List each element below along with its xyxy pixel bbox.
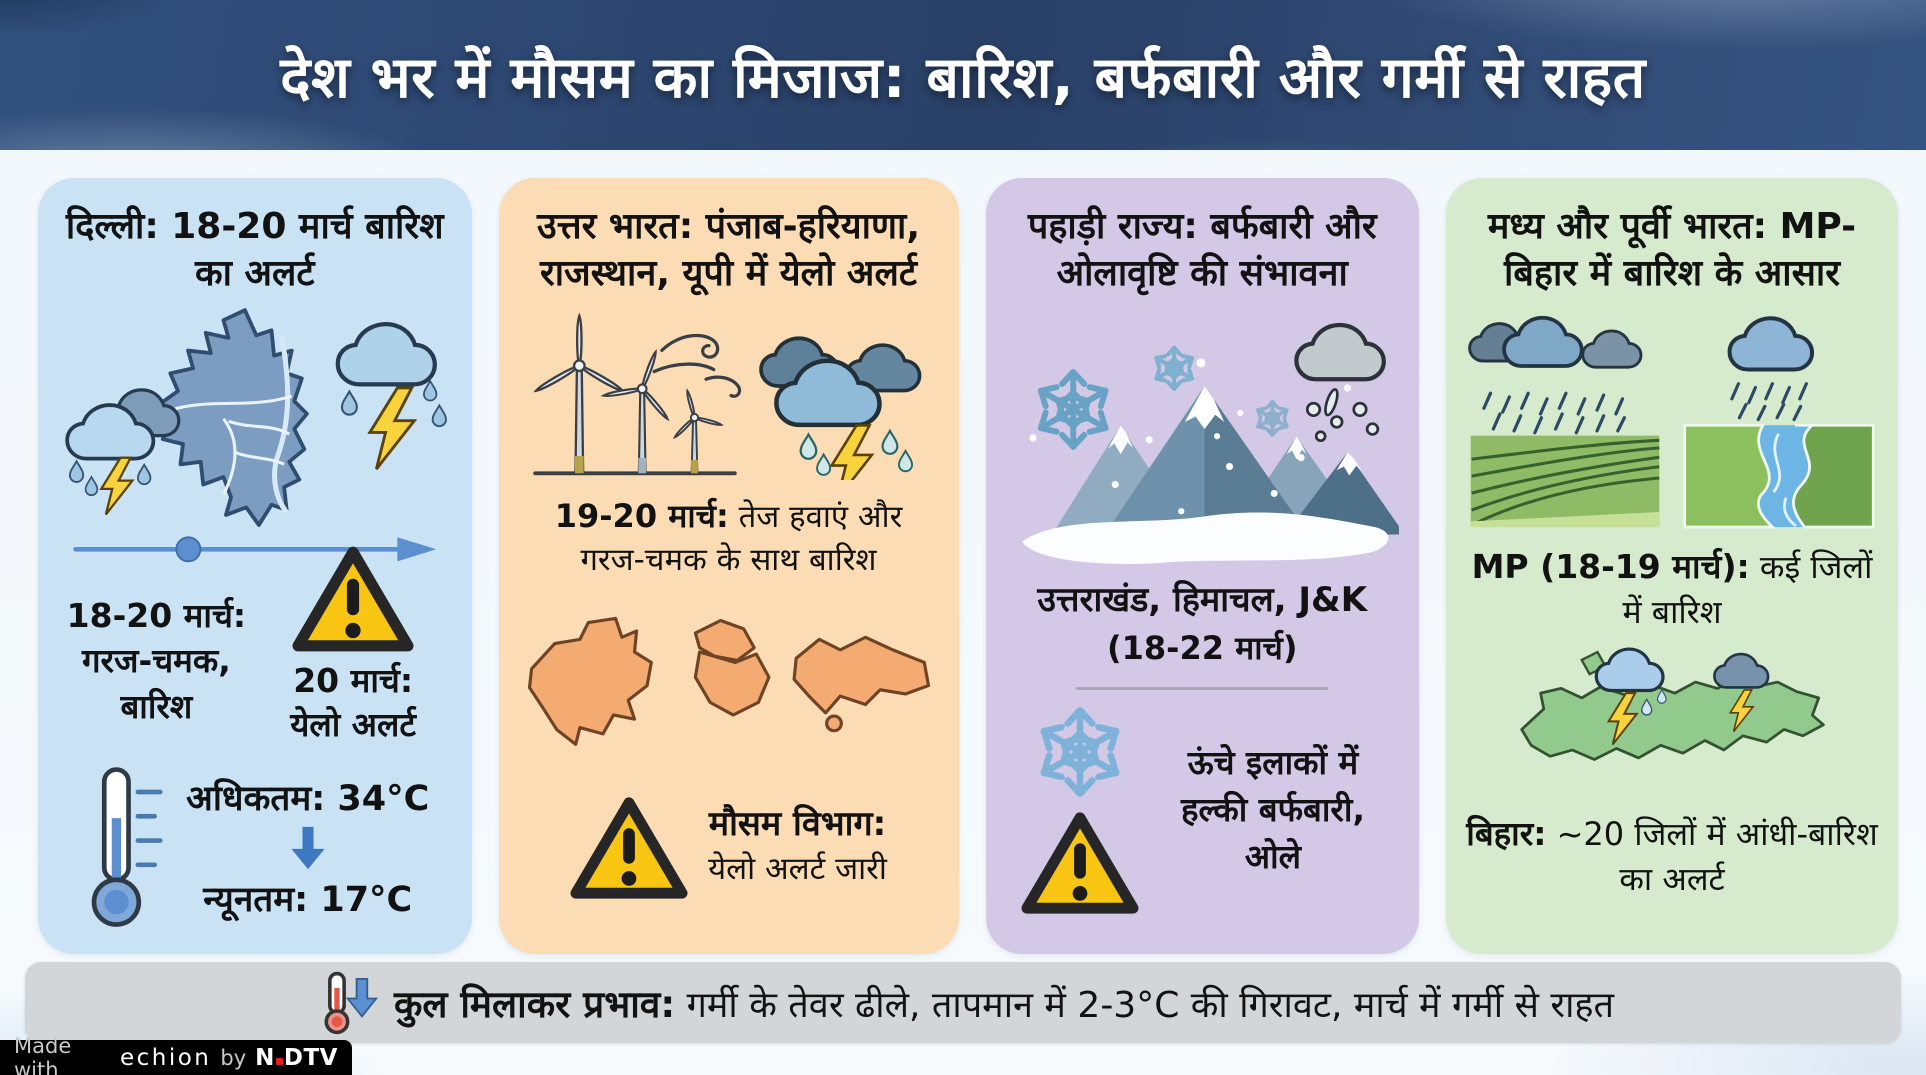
north-forecast-label: 19-20 मार्च: [554, 496, 729, 535]
hail-cloud-icon [1296, 325, 1383, 442]
temp-min: न्यूनतम: 17°C [203, 880, 413, 920]
warning-triangle-icon [1021, 804, 1139, 918]
hills-detail-row: ऊंचे इलाकों में हल्की बर्फबारी, ओले [1006, 702, 1400, 918]
snowflake-icon [1028, 702, 1132, 802]
mp-desc: कई जिलों में बारिश [1622, 547, 1873, 631]
summary-label: कुल मिलाकर प्रभाव: [393, 983, 676, 1026]
delhi-period-label: 18-20 मार्च: [66, 595, 247, 635]
temp-max: अधिकतम: 34°C [186, 779, 430, 819]
bihar-desc: ~20 जिलों में आंधी-बारिश का अलर्ट [1556, 814, 1878, 898]
delhi-forecast-row: 18-20 मार्च: गरज-चमक, बारिश 20 मार्च: ये… [58, 567, 452, 748]
delhi-period-desc: गरज-चमक, बारिश [81, 641, 231, 726]
haryana-outline [693, 650, 770, 717]
wind-turbine-icon [532, 312, 741, 475]
thermometer-icon [91, 767, 163, 927]
ndtv-logo: N DTV [255, 1044, 338, 1071]
snowflake-icon [1255, 401, 1288, 434]
hills-states-text: उत्तराखंड, हिमाचल, J&K (18-22 मार्च) [1037, 576, 1367, 672]
north-forecast-desc: तेज हवाएं और गरज-चमक के साथ बारिश [580, 498, 903, 578]
bihar-map-icon [1520, 647, 1826, 761]
delhi-temperature-block: अधिकतम: 34°C न्यूनतम: 17°C [80, 762, 429, 934]
summary-detail: गर्मी के तेवर ढीले, तापमान में 2-3°C की … [686, 985, 1615, 1026]
warning-triangle-icon [292, 537, 414, 657]
ndtv-letters: DTV [283, 1044, 338, 1071]
north-forecast-text: 19-20 मार्च: तेज हवाएं और गरज-चमक के साथ… [519, 494, 939, 583]
ndtv-red-dot-icon [275, 1058, 283, 1065]
imd-desc: येलो अलर्ट जारी [708, 851, 887, 888]
warning-triangle-icon [570, 788, 688, 904]
delhi-period-text: 18-20 मार्च: गरज-चमक, बारिश [58, 567, 255, 748]
footer-credit: Made with echion by N DTV [0, 1034, 352, 1075]
header-banner: देश भर में मौसम का मिजाज: बारिश, बर्फबार… [0, 0, 1926, 150]
delhi-alert-text: 20 मार्च: येलो अलर्ट [290, 659, 416, 748]
card-delhi: दिल्ली: 18-20 मार्च बारिश का अलर्ट [38, 178, 472, 954]
by-text: by [220, 1045, 247, 1070]
imd-label: मौसम विभाग: [708, 803, 887, 844]
state-maps-icon [527, 617, 930, 747]
snowflake-icon [1035, 372, 1111, 447]
divider [1076, 687, 1329, 691]
card-hills-title: पहाड़ी राज्य: बर्फबारी और ओलावृष्टि की स… [1027, 206, 1377, 294]
rain-icon [1730, 381, 1808, 421]
delhi-map-icon [65, 307, 447, 527]
punjab-outline [693, 619, 756, 663]
mp-forecast-text: MP (18-19 मार्च): कई जिलों में बारिश [1466, 544, 1878, 635]
thermometer-down-icon [324, 971, 378, 1034]
page-title: देश भर में मौसम का मिजाज: बारिश, बर्फबार… [280, 45, 1646, 111]
mp-label: MP (18-19 मार्च): [1471, 546, 1750, 586]
card-hill-states: पहाड़ी राज्य: बर्फबारी और ओलावृष्टि की स… [985, 178, 1419, 954]
up-outline [792, 636, 930, 715]
down-arrow-icon [291, 826, 325, 870]
snowflake-icon [1153, 347, 1194, 388]
rain-icon [1482, 391, 1627, 434]
wind-gust-icon [652, 333, 741, 398]
card-north-india: उत्तर भारत: पंजाब-हरियाणा, राजस्थान, यूप… [498, 178, 959, 954]
delhi-alert-desc: येलो अलर्ट [290, 705, 417, 745]
rajasthan-outline [527, 617, 653, 747]
hills-dates: (18-22 मार्च) [1107, 628, 1298, 667]
bihar-forecast-text: बिहार: ~20 जिलों में आंधी-बारिश का अलर्ट [1466, 811, 1878, 902]
summary-bar: कुल मिलाकर प्रभाव: गर्मी के तेवर ढीले, त… [25, 962, 1901, 1043]
bihar-label: बिहार: [1466, 813, 1547, 853]
rain-fields-icon [1468, 315, 1660, 527]
cards-row: दिल्ली: 18-20 मार्च बारिश का अलर्ट [38, 178, 1898, 954]
summary-text: कुल मिलाकर प्रभाव: गर्मी के तेवर ढीले, त… [394, 977, 1614, 1028]
card-east-title: मध्य और पूर्वी भारत: MP-बिहार में बारिश … [1487, 206, 1857, 294]
timeline-arrow-icon [73, 536, 436, 563]
hills-states: उत्तराखंड, हिमाचल, J&K [1037, 579, 1368, 620]
made-with-text: Made with [14, 1033, 72, 1075]
storm-cloud-icon [338, 324, 447, 471]
card-central-east: मध्य और पूर्वी भारत: MP-बिहार में बारिश … [1446, 178, 1898, 954]
mountains-icon [1021, 304, 1399, 564]
delhi-outline [158, 307, 309, 527]
imd-alert-row: मौसम विभाग: येलो अलर्ट जारी [570, 788, 887, 904]
echion-logo: echion [119, 1044, 212, 1071]
card-delhi-title: दिल्ली: 18-20 मार्च बारिश का अलर्ट [65, 206, 444, 294]
storm-cloud-icon [65, 387, 181, 516]
hills-detail: ऊंचे इलाकों में हल्की बर्फबारी, ओले [1180, 742, 1366, 876]
rain-river-icon [1683, 310, 1875, 529]
card-north-title: उत्तर भारत: पंजाब-हरियाणा, राजस्थान, यूप… [536, 206, 921, 294]
delhi-alert-label: 20 मार्च: [293, 660, 414, 700]
storm-cloud-icon [758, 335, 921, 480]
